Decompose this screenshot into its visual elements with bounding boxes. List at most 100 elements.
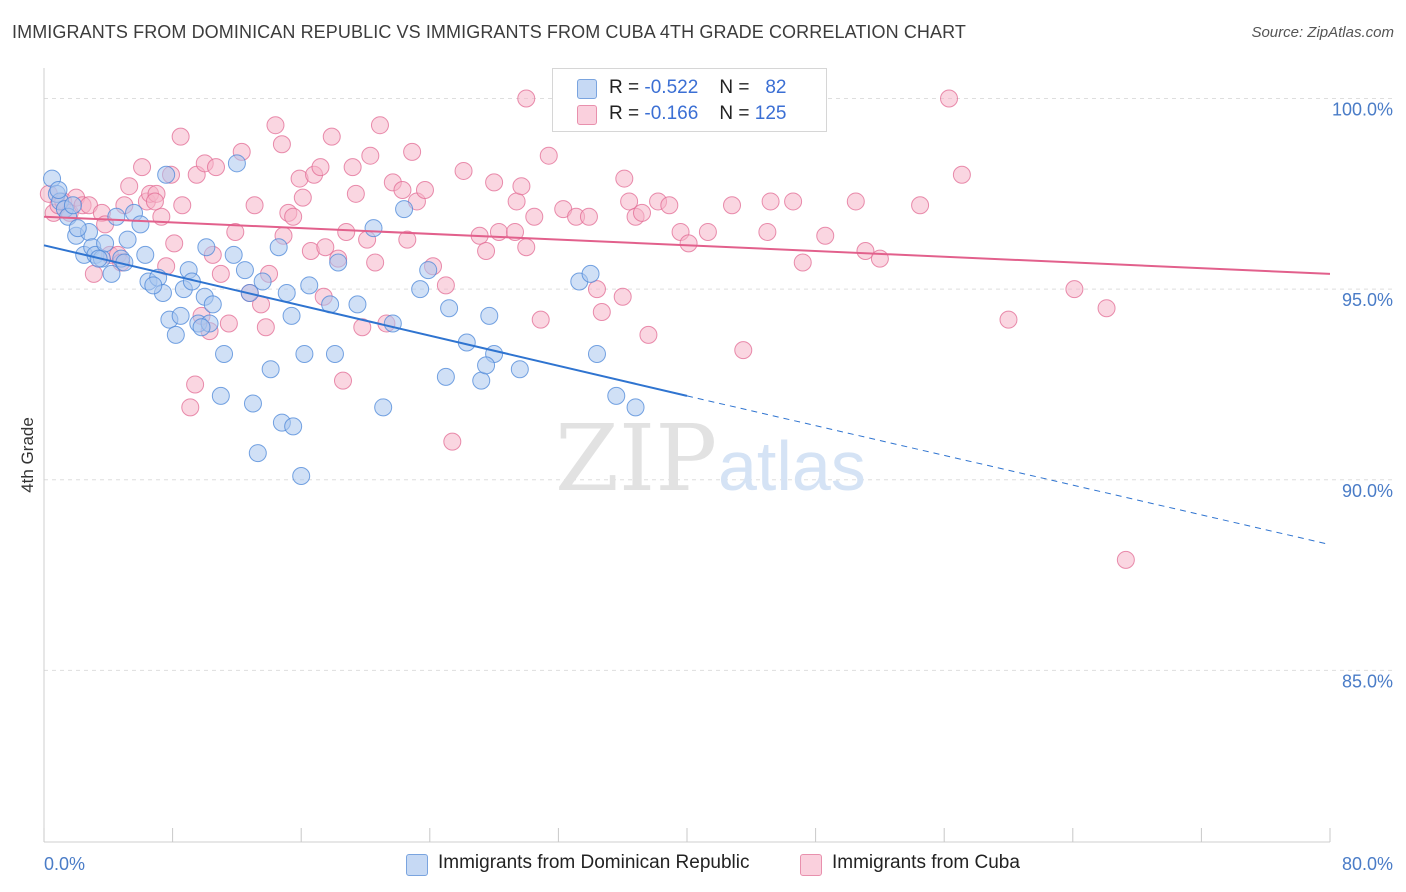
data-point-cuba [940, 89, 959, 108]
data-point-cuba [1065, 280, 1084, 299]
bottom-legend-swatch-cuba [800, 854, 822, 876]
legend-text-dominican: R = -0.522 N = 82 [609, 77, 786, 99]
data-point-cuba [592, 303, 611, 322]
data-point-dominican [436, 367, 455, 386]
data-point-dominican [192, 318, 211, 337]
data-point-cuba [660, 196, 679, 215]
data-point-cuba [632, 203, 651, 222]
data-point-cuba [84, 264, 103, 283]
data-point-cuba [587, 280, 606, 299]
grid-lines [44, 98, 1392, 671]
data-point-cuba [758, 222, 777, 241]
legend-text-cuba: R = -0.166 N = 125 [609, 103, 786, 125]
data-point-dominican [118, 230, 137, 249]
trend-line-cuba [43, 215, 1331, 275]
data-point-cuba [145, 192, 164, 211]
data-point-cuba [952, 165, 971, 184]
watermark-zip: ZIP [555, 405, 717, 512]
axis-labels: 85.0% 90.0% 95.0% 100.0% 0.0% 80.0% 4th Grade [18, 100, 1393, 874]
data-point-cuba [415, 181, 434, 200]
data-point-cuba [485, 173, 504, 192]
data-point-cuba [398, 230, 417, 249]
data-point-cuba [539, 146, 558, 165]
data-point-dominican [292, 466, 311, 485]
data-point-cuba [311, 158, 330, 177]
legend-swatch-dominican [577, 79, 597, 99]
watermark: ZIP atlas [555, 405, 866, 512]
data-point-dominican [136, 245, 155, 264]
data-point-dominican [131, 215, 150, 234]
data-point-cuba [856, 242, 875, 261]
data-point-dominican [96, 234, 115, 253]
data-point-cuba [816, 226, 835, 245]
data-point-dominican [227, 154, 246, 173]
data-point-cuba [698, 222, 717, 241]
data-point-dominican [211, 386, 230, 405]
data-point-dominican [197, 238, 216, 257]
data-point-cuba [346, 184, 365, 203]
n-label: N = [719, 103, 750, 124]
data-point-cuba [525, 207, 544, 226]
data-point-dominican [284, 417, 303, 436]
data-point-cuba [454, 161, 473, 180]
data-point-cuba [620, 192, 639, 211]
data-point-cuba [613, 287, 632, 306]
data-point-dominican [581, 264, 600, 283]
data-point-dominican [261, 360, 280, 379]
data-point-cuba [226, 222, 245, 241]
x-tick-label: 80.0% [1342, 854, 1393, 874]
data-point-cuba [284, 207, 303, 226]
data-point-cuba [512, 177, 531, 196]
y-tick-label: 90.0% [1342, 481, 1393, 501]
data-point-cuba [679, 234, 698, 253]
data-point-dominican [157, 165, 176, 184]
n-value: 82 [765, 77, 787, 98]
data-point-cuba [353, 318, 372, 337]
data-point-cuba [517, 89, 536, 108]
data-point-dominican [419, 261, 438, 280]
data-point-cuba [761, 192, 780, 211]
data-point-cuba [477, 242, 496, 261]
data-point-dominican [166, 325, 185, 344]
data-point-dominican [269, 238, 288, 257]
data-point-cuba [505, 222, 524, 241]
n-value: 125 [754, 103, 787, 124]
bottom-legend-label-dominican: Immigrants from Dominican Republic [438, 852, 750, 873]
data-point-cuba [322, 127, 341, 146]
data-point-cuba [266, 116, 285, 135]
r-label: R = [609, 77, 640, 98]
r-value: -0.522 [644, 77, 699, 98]
data-point-dominican [300, 276, 319, 295]
data-point-dominican [282, 306, 301, 325]
data-point-dominican [607, 386, 626, 405]
y-axis-label: 4th Grade [18, 417, 37, 493]
data-point-cuba [911, 196, 930, 215]
data-point-dominican [243, 394, 262, 413]
data-point-cuba [343, 158, 362, 177]
data-point-cuba [173, 196, 192, 215]
data-point-cuba [793, 253, 812, 272]
data-point-cuba [1116, 550, 1135, 569]
data-point-cuba [999, 310, 1018, 329]
data-point-dominican [329, 253, 348, 272]
data-point-cuba [245, 196, 264, 215]
data-point-cuba [211, 264, 230, 283]
data-points [39, 89, 1135, 569]
data-point-cuba [723, 196, 742, 215]
data-point-cuba [120, 177, 139, 196]
trend-lines [43, 215, 1331, 546]
data-point-dominican [480, 306, 499, 325]
data-point-dominican [374, 398, 393, 417]
data-point-cuba [272, 135, 291, 154]
source-credit: Source: ZipAtlas.com [1251, 24, 1394, 41]
data-point-cuba [1097, 299, 1116, 318]
data-point-dominican [144, 276, 163, 295]
watermark-atlas: atlas [718, 427, 866, 505]
data-point-cuba [165, 234, 184, 253]
data-point-dominican [411, 280, 430, 299]
data-point-cuba [443, 432, 462, 451]
data-point-dominican [587, 344, 606, 363]
trend-line-dominican [43, 244, 688, 397]
data-point-dominican [171, 306, 190, 325]
data-point-cuba [403, 142, 422, 161]
